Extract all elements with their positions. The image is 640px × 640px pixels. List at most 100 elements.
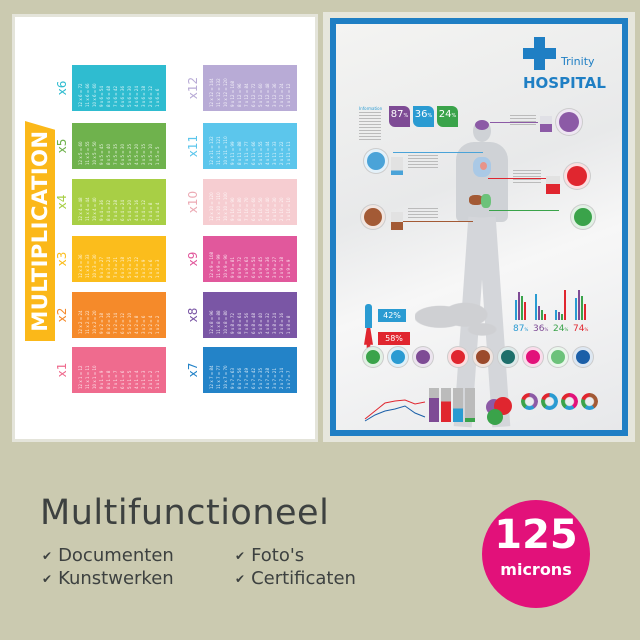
bar bbox=[581, 296, 583, 320]
table-line: 4 x 6 = 24 bbox=[134, 86, 139, 107]
table-line: 8 x 1 = 8 bbox=[106, 370, 111, 389]
table-line: 8 x 9 = 72 bbox=[237, 257, 242, 278]
table-line: 8 x 8 = 64 bbox=[237, 313, 242, 334]
table-line: 5 x 5 = 25 bbox=[127, 144, 132, 165]
table-label: x7 bbox=[186, 362, 200, 378]
callout-text bbox=[513, 170, 541, 184]
table-line: 4 x 4 = 16 bbox=[134, 200, 139, 221]
stat-unit: % bbox=[451, 113, 457, 119]
table-line: 5 x 11 = 55 bbox=[258, 141, 263, 165]
table-label: x1 bbox=[55, 362, 69, 378]
bar bbox=[561, 314, 563, 320]
bar bbox=[541, 310, 543, 320]
feature-label: Certificaten bbox=[251, 568, 356, 589]
table-line: 7 x 9 = 63 bbox=[244, 257, 249, 278]
feature-item: ✔ Kunstwerken bbox=[42, 568, 174, 589]
bar bbox=[524, 302, 526, 320]
table-line: 9 x 7 = 63 bbox=[230, 368, 235, 389]
table-line: 9 x 2 = 18 bbox=[99, 313, 104, 334]
table-line: 7 x 5 = 35 bbox=[113, 144, 118, 165]
table-line: 6 x 2 = 12 bbox=[120, 313, 125, 334]
info-heading: Information bbox=[359, 106, 383, 111]
feature-item: ✔ Foto's bbox=[235, 545, 304, 566]
stat-box: 36% bbox=[413, 106, 434, 127]
feature-label: Kunstwerken bbox=[58, 568, 174, 589]
table-card-x12: 1 x 12 = 12 2 x 12 = 24 3 x 12 = 36 4 x 12 … bbox=[203, 65, 297, 111]
mini-chart bbox=[546, 176, 560, 194]
table-line: 11 x 9 = 99 bbox=[216, 254, 221, 278]
table-line: 1 x 9 = 9 bbox=[286, 259, 291, 278]
table-line: 11 x 3 = 33 bbox=[85, 254, 90, 278]
table-line: 9 x 3 = 27 bbox=[99, 257, 104, 278]
table-line: 5 x 12 = 60 bbox=[258, 83, 263, 107]
bar bbox=[584, 304, 586, 320]
table-line: 4 x 2 = 8 bbox=[134, 315, 139, 334]
stat-value: 87 bbox=[390, 109, 404, 120]
table-line: 1 x 10 = 10 bbox=[286, 197, 291, 221]
bar-stat-label: 74% bbox=[573, 324, 588, 334]
table-line: 3 x 8 = 24 bbox=[272, 313, 277, 334]
donut-chart bbox=[581, 393, 598, 410]
table-line: 3 x 9 = 27 bbox=[272, 257, 277, 278]
brand-small: Trinity bbox=[561, 55, 595, 68]
bar bbox=[544, 314, 546, 320]
table-line: 11 x 2 = 22 bbox=[85, 310, 90, 334]
table-line: 7 x 8 = 56 bbox=[244, 313, 249, 334]
table-line: 7 x 4 = 28 bbox=[113, 200, 118, 221]
donut-chart bbox=[521, 393, 538, 410]
table-line: 2 x 1 = 2 bbox=[148, 370, 153, 389]
table-line: 5 x 1 = 5 bbox=[127, 370, 132, 389]
connector-line bbox=[393, 152, 483, 153]
stat-box: 87% bbox=[389, 106, 410, 127]
table-line: 2 x 10 = 20 bbox=[279, 197, 284, 221]
table-line: 3 x 5 = 15 bbox=[141, 144, 146, 165]
table-line: 4 x 5 = 20 bbox=[134, 144, 139, 165]
brain-organ bbox=[475, 120, 489, 130]
table-line: 6 x 9 = 54 bbox=[251, 257, 256, 278]
table-label: x10 bbox=[186, 190, 200, 214]
table-line: 8 x 7 = 56 bbox=[237, 368, 242, 389]
table-line: 7 x 12 = 84 bbox=[244, 83, 249, 107]
table-line: 10 x 5 = 50 bbox=[92, 141, 97, 165]
tooth-icon bbox=[498, 347, 518, 367]
table-line: 10 x 7 = 70 bbox=[223, 365, 228, 389]
bar bbox=[558, 312, 560, 320]
table-line: 6 x 6 = 36 bbox=[120, 86, 125, 107]
table-line: 1 x 5 = 5 bbox=[155, 146, 160, 165]
table-label: x9 bbox=[186, 251, 200, 267]
table-label: x11 bbox=[186, 134, 200, 158]
male-percentage: 42% bbox=[378, 309, 406, 322]
table-line: 9 x 9 = 81 bbox=[230, 257, 235, 278]
table-line: 4 x 9 = 36 bbox=[265, 257, 270, 278]
heart-icon bbox=[523, 347, 543, 367]
stacked-bar bbox=[465, 388, 475, 422]
check-icon: ✔ bbox=[42, 571, 53, 586]
table-line: 7 x 3 = 21 bbox=[113, 257, 118, 278]
connector-line bbox=[489, 210, 559, 211]
table-line: 2 x 2 = 4 bbox=[148, 315, 153, 334]
check-icon: ✔ bbox=[235, 571, 246, 586]
bar bbox=[555, 310, 557, 320]
table-line: 12 x 3 = 36 bbox=[78, 254, 83, 278]
table-line: 3 x 10 = 30 bbox=[272, 197, 277, 221]
stat-value: 24 bbox=[438, 109, 452, 120]
feature-label: Documenten bbox=[58, 545, 174, 566]
table-line: 1 x 7 = 7 bbox=[286, 370, 291, 389]
table-line: 5 x 3 = 15 bbox=[127, 257, 132, 278]
table-line: 2 x 7 = 14 bbox=[279, 368, 284, 389]
badge-unit: microns bbox=[500, 560, 572, 579]
table-line: 3 x 11 = 33 bbox=[272, 141, 277, 165]
table-line: 4 x 1 = 4 bbox=[134, 370, 139, 389]
table-line: 1 x 3 = 3 bbox=[155, 259, 160, 278]
hospital-poster: Trinity HOSPITAL Information 42% 58% bbox=[323, 12, 635, 442]
table-line: 10 x 1 = 10 bbox=[92, 365, 97, 389]
table-line: 5 x 6 = 30 bbox=[127, 86, 132, 107]
stacked-bar bbox=[453, 388, 463, 422]
